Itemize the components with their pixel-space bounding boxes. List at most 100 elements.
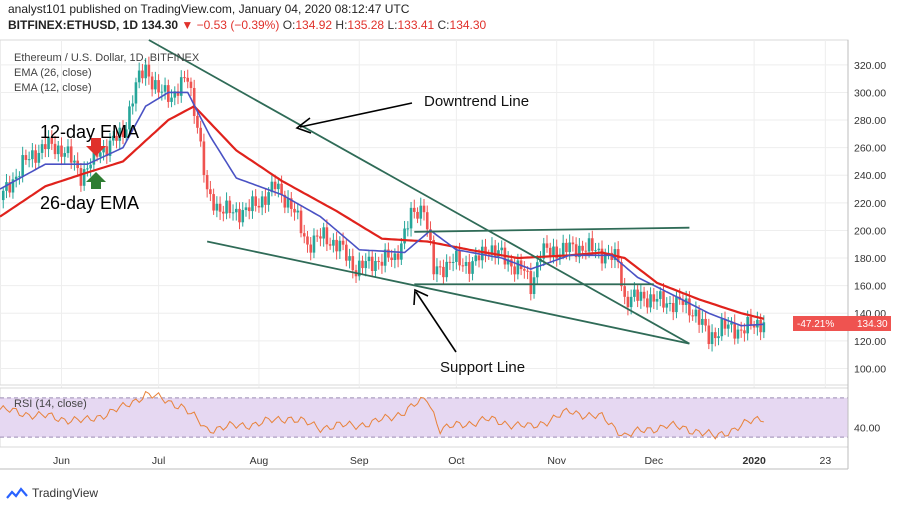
candle-body (124, 129, 128, 138)
ema26-label: 26-day EMA (40, 193, 139, 213)
arrow-to-support-icon (413, 288, 457, 353)
candle-body (302, 233, 306, 237)
candle-body (403, 228, 406, 244)
candle-body (267, 192, 270, 205)
candle-body (222, 211, 225, 214)
candle-body (565, 242, 568, 253)
candle-body (27, 159, 31, 161)
candle-body (396, 253, 400, 260)
candle-body (506, 259, 510, 265)
candle-body (380, 261, 384, 266)
symbol-bar: BITFINEX:ETHUSD, 1D 134.30 ▼ −0.53 (−0.3… (8, 18, 486, 32)
candle-body (526, 270, 529, 272)
candle-body (86, 168, 89, 170)
candle-body (723, 318, 727, 329)
candle-body (416, 211, 419, 219)
candle-body (361, 260, 364, 269)
candle-body (176, 91, 180, 96)
candle-body (545, 243, 549, 248)
candle-body (652, 294, 656, 302)
candle-body (694, 309, 698, 317)
y-tick-label: 220.00 (854, 198, 886, 210)
candle-body (532, 277, 536, 295)
candle-body (18, 176, 21, 178)
candle-body (79, 168, 83, 186)
candle-body (574, 244, 578, 258)
candle-body (464, 261, 468, 266)
candle-body (335, 239, 338, 252)
candle-body (286, 198, 290, 208)
candle-body (681, 299, 685, 305)
tradingview-logo[interactable]: TradingView (6, 486, 98, 500)
candle-body (293, 208, 296, 213)
y-tick-label: 180.00 (854, 253, 886, 265)
low-label: L: (387, 18, 398, 32)
candle-body (370, 256, 374, 272)
candle-body (147, 64, 151, 77)
candle-body (289, 198, 293, 209)
candle-body (477, 255, 481, 261)
rsi-legend: RSI (14, close) (14, 398, 87, 410)
candle-body (665, 303, 669, 308)
candle-body (257, 205, 261, 208)
annotations: Downtrend Line Support Line 12-day EMA 2… (40, 93, 529, 376)
candle-body (170, 97, 173, 102)
close-label: C: (437, 18, 450, 32)
candle-body (312, 235, 316, 253)
candle-body (409, 207, 413, 229)
rsi-panel (0, 387, 849, 448)
candle-body (53, 143, 57, 155)
candle-body (516, 260, 520, 275)
candle-body (387, 249, 390, 258)
candle-body (561, 242, 565, 255)
up-arrow-icon (86, 172, 106, 189)
x-tick-label: Nov (547, 455, 566, 467)
candle-body (92, 147, 96, 165)
candle-body (357, 260, 361, 277)
candle-body (82, 169, 86, 186)
candle-body (701, 318, 704, 325)
x-tick-label: Dec (644, 455, 663, 467)
close-value: 134.30 (449, 18, 487, 32)
candle-body (756, 319, 759, 328)
candle-body (584, 250, 588, 252)
y-tick-label: 100.00 (854, 363, 886, 375)
open-label: O: (282, 18, 296, 32)
candle-body (215, 203, 219, 211)
candle-body (225, 200, 228, 214)
candle-body (186, 77, 190, 82)
candle-body (212, 194, 215, 211)
candle-body (299, 210, 303, 234)
candle-body (675, 296, 678, 313)
candle-body (710, 332, 714, 345)
candle-body (50, 136, 54, 144)
candle-body (620, 262, 623, 287)
open-value: 134.92 (295, 18, 333, 32)
candle-body (688, 298, 691, 316)
candle-body (736, 329, 740, 339)
candle-body (422, 205, 426, 213)
candle-body (247, 207, 251, 212)
candle-body (325, 227, 329, 245)
candle-body (406, 228, 410, 230)
candle-body (523, 269, 526, 271)
publish-info: analyst101 published on TradingView.com,… (8, 2, 410, 16)
candle-body (474, 255, 478, 262)
y-tick-label: 240.00 (854, 170, 886, 182)
candle-body (260, 196, 264, 208)
candle-body (137, 70, 141, 83)
ema12-legend: EMA (12, close) (14, 82, 92, 94)
candle-body (348, 256, 351, 261)
candle-body (14, 176, 18, 180)
candle-body (60, 145, 63, 157)
candle-body (47, 136, 50, 150)
x-tick-label: Oct (448, 455, 464, 467)
candle-body (5, 182, 8, 191)
candle-body (591, 238, 594, 251)
candle-body (69, 146, 73, 163)
chart-grid (0, 39, 849, 447)
candle-body (73, 160, 76, 163)
ema12-label: 12-day EMA (40, 122, 139, 142)
candle-body (642, 291, 646, 299)
